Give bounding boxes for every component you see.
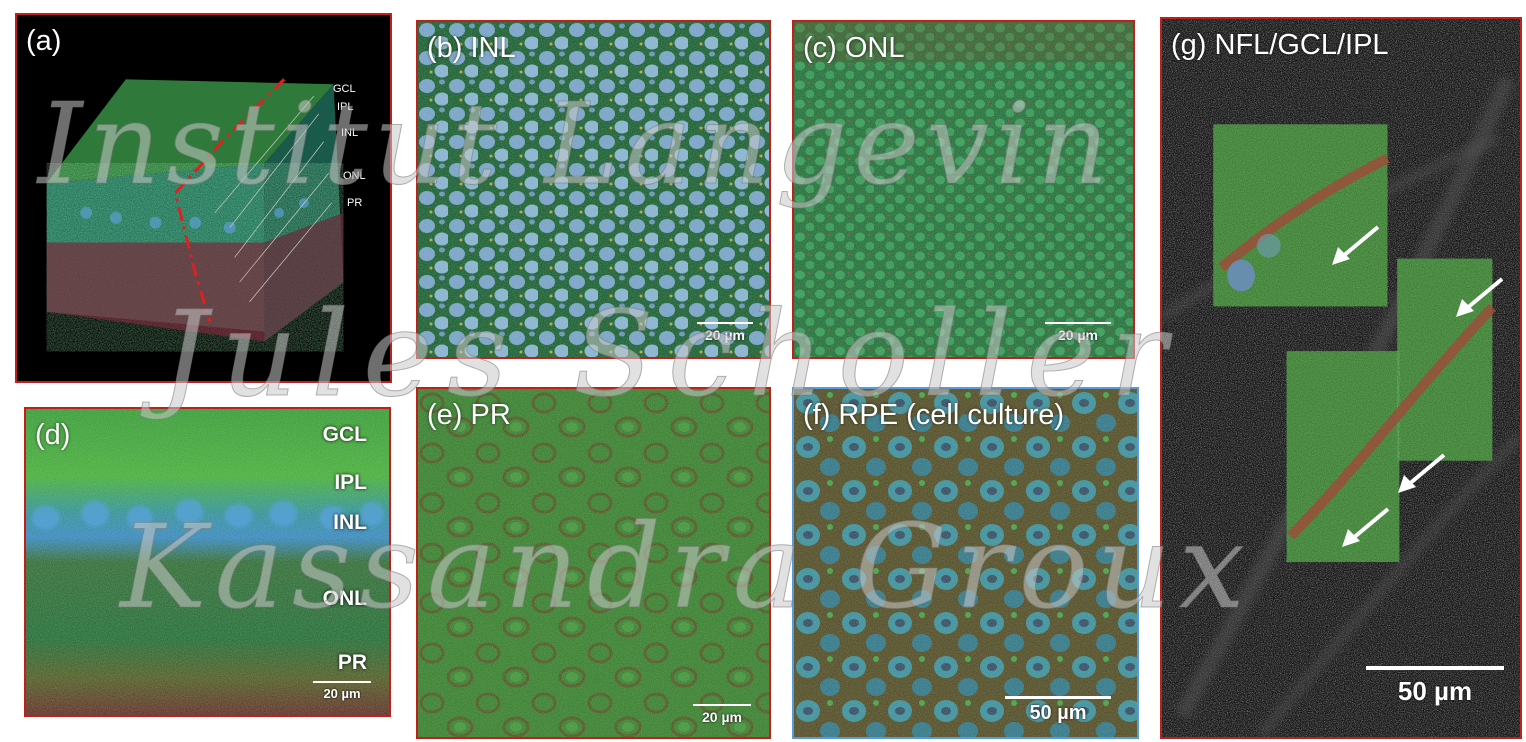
cube-label-pr: PR [347, 197, 363, 209]
layer-label-pr: PR [337, 651, 367, 674]
scale-bar-d: 20 µm [313, 681, 371, 701]
panel-b-label: (b) INL [427, 32, 516, 64]
scale-label-e: 20 µm [702, 709, 742, 725]
layer-label-ipl: IPL [334, 471, 367, 494]
arrow-icon [1398, 453, 1446, 493]
panel-f-label: (f) RPE (cell culture) [803, 399, 1065, 431]
cube-label-ipl: IPL [337, 101, 354, 113]
pr-image [418, 389, 769, 737]
panel-a-label: (a) [26, 25, 62, 57]
scale-bar-b: 20 µm [697, 322, 753, 343]
arrow-icon [1456, 277, 1504, 317]
layer-label-onl: ONL [322, 587, 367, 610]
cube-label-onl: ONL [343, 170, 366, 182]
scale-label-b: 20 µm [705, 327, 745, 343]
cube-label-inl: INL [341, 127, 359, 139]
panel-c: (c) ONL 20 µm [792, 20, 1135, 359]
panel-e-label: (e) PR [427, 399, 511, 431]
panel-g-label: (g) NFL/GCL/IPL [1171, 29, 1389, 61]
scale-bar-c: 20 µm [1045, 322, 1111, 343]
panel-c-label: (c) ONL [803, 32, 905, 64]
scale-bar-g: 50 µm [1366, 666, 1504, 707]
panel-g: (g) NFL/GCL/IPL 50 µm [1160, 17, 1522, 739]
panel-e: (e) PR 20 µm [416, 387, 771, 739]
panel-d: (d) GCL IPL INL ONL PR 20 µm [24, 407, 391, 717]
inl-image [418, 22, 769, 357]
cube-label-gcl: GCL [333, 83, 356, 95]
scale-bar-f: 50 µm [1005, 696, 1111, 725]
arrow-icon [1342, 507, 1390, 547]
scale-label-f: 50 µm [1029, 702, 1087, 724]
scale-label-d: 20 µm [323, 686, 361, 701]
scale-bar-e: 20 µm [693, 704, 751, 725]
scale-label-c: 20 µm [1058, 327, 1098, 343]
arrow-icon [1332, 225, 1380, 265]
panel-d-label: (d) [35, 419, 71, 451]
panel-a: (a) GCL IPL INL ONL PR [15, 13, 392, 383]
cube-render [46, 78, 344, 352]
panel-b: (b) INL 20 µm [416, 20, 771, 359]
cross-section-image [26, 409, 389, 715]
layer-label-inl: INL [333, 511, 367, 534]
onl-image [794, 22, 1133, 357]
panel-f: (f) RPE (cell culture) 50 µm [792, 387, 1139, 739]
nfl-image [1162, 19, 1520, 737]
layer-label-gcl: GCL [322, 423, 367, 446]
rpe-image [794, 389, 1137, 737]
scale-label-g: 50 µm [1397, 676, 1473, 706]
